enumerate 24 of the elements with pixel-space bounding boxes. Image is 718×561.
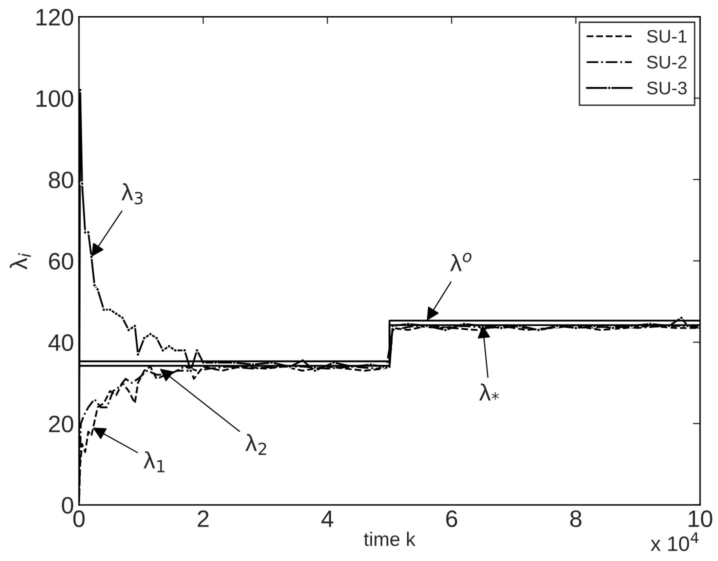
y-tick-label: 80 — [48, 172, 74, 188]
x-tick-label: 8 — [570, 510, 582, 528]
x-tick-label: 2 — [198, 510, 209, 527]
annotation: λ$_{1}$ — [144, 451, 164, 472]
legend-label: SU-1 — [647, 30, 687, 43]
x-axis-title: time k — [364, 532, 416, 546]
y-tick-label: 60 — [49, 252, 74, 270]
annotation: λ$_{3}$ — [122, 183, 143, 204]
y-tick-label: 120 — [36, 8, 74, 26]
x-tick-label: 6 — [446, 510, 458, 528]
y-axis-title: λ$_{i}$ — [10, 253, 31, 270]
x-tick-label: 10 — [688, 510, 712, 528]
legend-label: SU-3 — [647, 82, 687, 94]
y-tick-label: 20 — [49, 416, 74, 432]
annotation: λ$^{o}$ — [450, 252, 472, 272]
y-tick-label: 0 — [62, 496, 74, 514]
y-tick-label: 100 — [36, 90, 74, 107]
y-tick-label: 40 — [48, 334, 74, 351]
x-tick-label: 0 — [73, 510, 85, 528]
legend-label: SU-2 — [647, 56, 687, 69]
annotation: λ$_{2}$ — [245, 434, 266, 455]
x-tick-label: 4 — [321, 510, 334, 527]
annotation: λ$_{*}$ — [479, 383, 499, 401]
text: x 10$^{4}$ — [650, 532, 699, 552]
